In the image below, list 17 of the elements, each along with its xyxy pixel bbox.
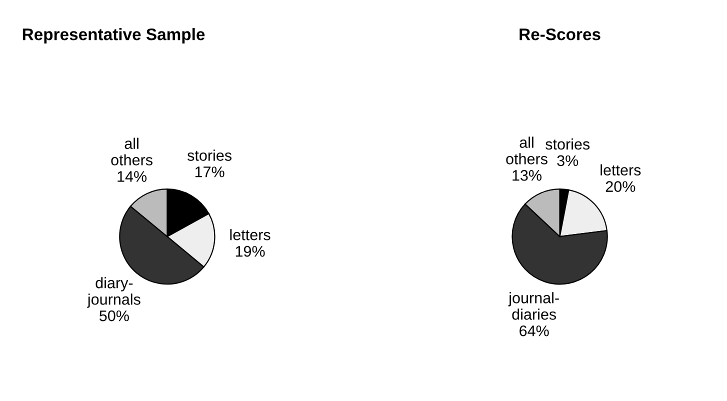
data-label: 50% [100,310,129,322]
data-label: 13% [512,170,542,181]
slice-label: letters [600,164,641,176]
data-label: 17% [195,166,224,178]
data-label: 64% [520,325,549,336]
data-label: 14% [118,171,147,182]
chart-title: Re-Scores [520,28,600,40]
data-label: 3% [557,155,578,166]
chart-title: Representative Sample [22,28,205,44]
slice-label: all others [111,138,152,166]
data-label: 19% [236,246,265,257]
slice-label: journal- diaries [508,292,559,320]
data-label: 20% [606,181,636,192]
slice-label: stories [546,138,590,150]
slice-label: diary- journals [87,277,140,308]
slice-label: stories [187,150,232,161]
slice-label: letters [230,229,270,240]
